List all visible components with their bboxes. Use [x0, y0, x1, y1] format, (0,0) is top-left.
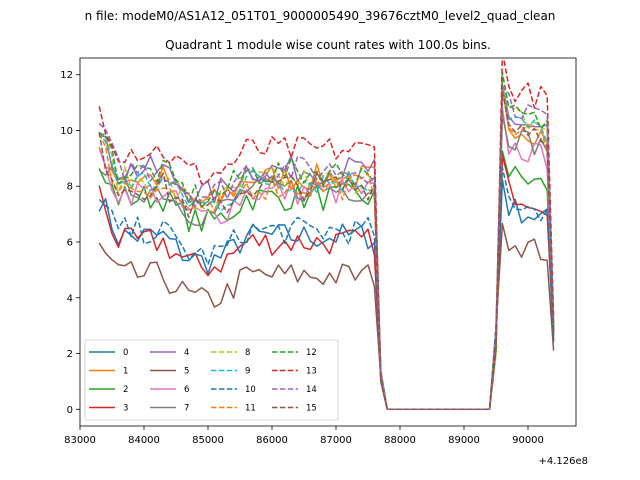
- legend-label-8: 8: [245, 348, 250, 358]
- legend-label-9: 9: [245, 367, 250, 377]
- legend-label-0: 0: [123, 348, 128, 358]
- legend-label-12: 12: [306, 348, 317, 358]
- x-tick-label: 86000: [256, 435, 288, 446]
- x-offset-text: +4.126e8: [538, 456, 588, 467]
- x-tick-label: 89000: [448, 435, 480, 446]
- figure-suptitle: n file: modeM0/AS1A12_051T01_9000005490_…: [85, 9, 556, 23]
- series-line-11: [98, 84, 555, 411]
- series-line-14: [98, 85, 555, 411]
- chart-title: Quadrant 1 module wise count rates with …: [165, 38, 491, 52]
- y-tick-label: 2: [67, 349, 73, 360]
- y-tick-label: 6: [67, 238, 73, 249]
- series-line-15: [98, 90, 555, 411]
- x-tick-label: 83000: [64, 435, 96, 446]
- x-tick-label: 85000: [192, 435, 224, 446]
- legend-label-2: 2: [123, 385, 128, 395]
- legend-label-4: 4: [184, 348, 189, 358]
- y-tick-label: 10: [60, 126, 73, 137]
- y-tick-label: 4: [67, 293, 73, 304]
- legend-box: [84, 339, 339, 421]
- legend-label-7: 7: [184, 404, 189, 414]
- legend-label-13: 13: [306, 367, 317, 377]
- y-tick-label: 8: [67, 182, 73, 193]
- legend-label-15: 15: [306, 404, 317, 414]
- legend-label-1: 1: [123, 367, 128, 377]
- plot-area: [79, 57, 577, 427]
- series-line-8: [98, 81, 555, 411]
- legend-label-11: 11: [245, 404, 256, 414]
- legend-label-10: 10: [245, 385, 256, 395]
- y-axis: 0 2 4 6 8 10 12: [60, 70, 80, 416]
- y-tick-label: 12: [60, 70, 73, 81]
- y-tick-label: 0: [67, 405, 73, 416]
- legend-label-3: 3: [123, 404, 128, 414]
- legend-label-14: 14: [306, 385, 317, 395]
- x-tick-label: 87000: [320, 435, 352, 446]
- x-axis: 83000 84000 85000 86000 87000 88000 89000 90000: [64, 426, 544, 446]
- x-tick-label: 84000: [128, 435, 160, 446]
- x-tick-label: 90000: [512, 435, 544, 446]
- legend-label-5: 5: [184, 367, 189, 377]
- x-tick-label: 88000: [384, 435, 416, 446]
- legend-label-6: 6: [184, 385, 189, 395]
- series-group: [98, 58, 555, 411]
